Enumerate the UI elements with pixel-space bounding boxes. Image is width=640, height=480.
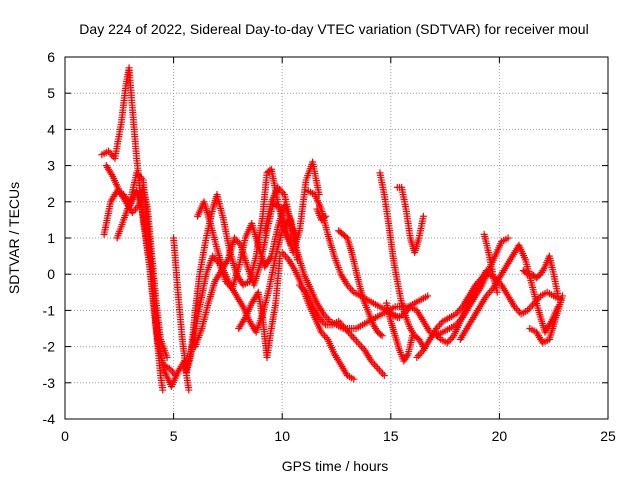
x-tick-label: 20 [492,428,508,444]
data-point [493,288,501,296]
series-track-7 [191,158,323,351]
data-point [172,372,180,380]
data-point [159,386,167,394]
series-track-24 [519,252,562,300]
series-track-18 [382,299,417,365]
y-tick-label: -1 [43,302,56,318]
x-axis-label: GPS time / hours [282,458,389,474]
x-tick-label: 25 [600,428,616,444]
series-track-14 [313,205,330,224]
series-track-12 [296,281,388,380]
series-track-21 [430,267,490,347]
series-track-25 [480,230,501,296]
y-tick-label: 4 [47,121,55,137]
series-track-8 [193,198,299,336]
y-tick-label: -4 [43,411,56,427]
y-tick-label: 0 [47,266,55,282]
y-tick-label: 3 [47,158,55,174]
data-point [409,332,417,340]
data-point [554,292,562,300]
y-tick-label: 6 [47,49,55,65]
data-point [504,234,512,242]
y-tick-label: -3 [43,375,56,391]
data-point [322,212,330,220]
y-tick-label: 2 [47,194,55,210]
data-point [350,375,358,383]
data-point [522,269,530,277]
series-track-23 [526,292,566,347]
series-track-4 [113,169,167,394]
series-track-15 [335,227,386,340]
y-tick-label: -2 [43,339,56,355]
data-point [419,212,427,220]
data-point [424,292,432,300]
x-tick-label: 0 [61,428,69,444]
axis-ticks: 0 5 10 15 20 25 -4 -3 -2 -1 0 1 2 3 4 5 6 [43,49,616,444]
y-tick-label: 5 [47,85,55,101]
x-tick-label: 10 [274,428,290,444]
data-point [482,267,490,275]
data-points [98,64,566,394]
chart-title: Day 224 of 2022, Sidereal Day-to-day VTE… [79,21,588,37]
y-axis-label: SDTVAR / TECUs [6,182,22,294]
y-tick-label: 1 [47,230,55,246]
data-point [377,331,385,339]
series-track-17 [393,183,427,256]
data-point [378,332,386,340]
data-point [380,372,388,380]
data-point [320,213,328,221]
x-tick-label: 15 [383,428,399,444]
x-tick-label: 5 [170,428,178,444]
data-point [185,386,193,394]
data-point [163,353,171,361]
series-track-9 [235,252,284,361]
